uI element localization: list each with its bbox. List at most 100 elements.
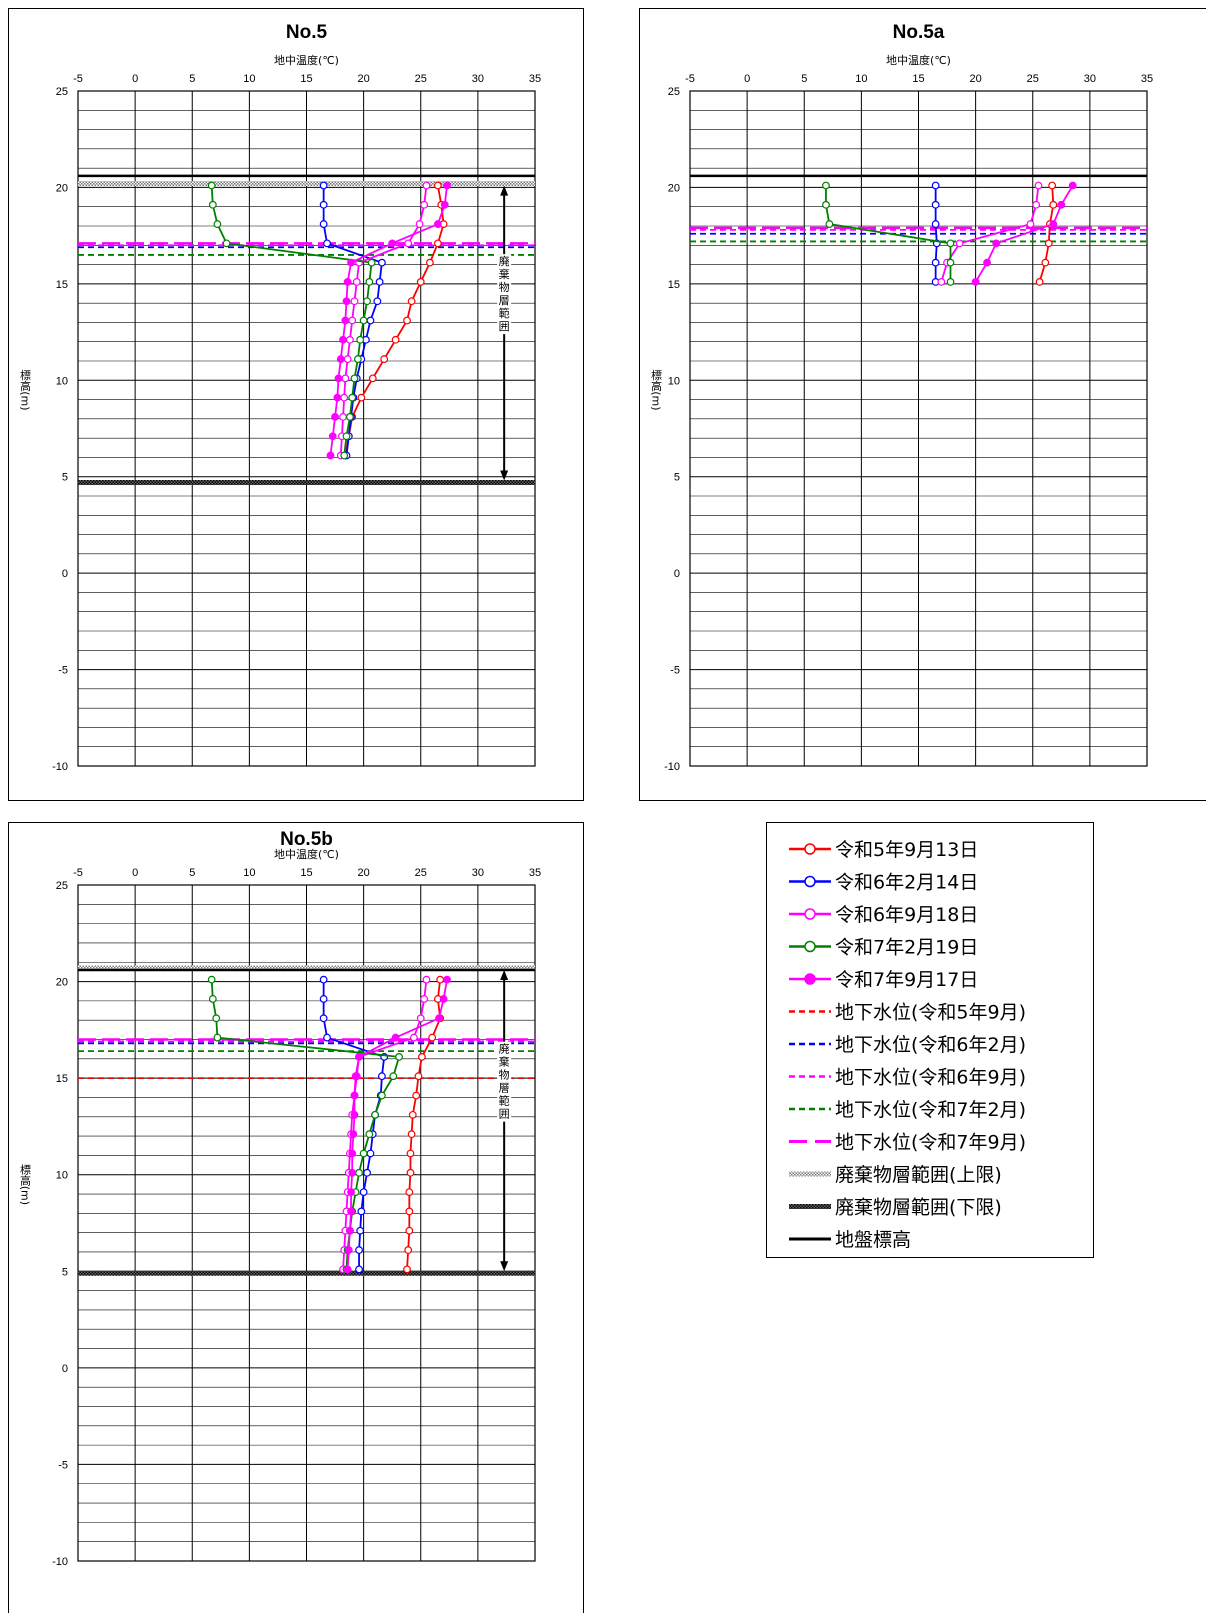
x-axis-label: 地中温度(℃) (274, 847, 339, 861)
data-point (350, 374, 359, 383)
y-tick-label: -10 (664, 761, 680, 773)
legend-marker (804, 843, 816, 855)
x-tick-label: 35 (1141, 73, 1153, 85)
data-point (435, 1014, 443, 1023)
data-point (356, 335, 365, 344)
y-tick-label: 15 (668, 279, 680, 291)
series-line (406, 979, 442, 1270)
series-line (934, 185, 938, 282)
data-point (822, 200, 830, 209)
data-point (346, 413, 354, 421)
series-line (342, 979, 428, 1270)
data-point (1049, 220, 1058, 228)
data-point (343, 355, 352, 363)
x-tick-label: 0 (132, 73, 138, 85)
data-point (355, 1168, 363, 1177)
legend-svg: 令和5年9月13日令和6年2月14日令和6年9月18日令和7年2月19日令和7年… (789, 839, 1026, 1251)
waste-range-label-char: 棄 (499, 1055, 510, 1069)
data-point (416, 278, 425, 286)
chart-legend: 令和5年9月13日 令和6年2月14日 令和6年9月18日 令和7年2月19日 令和7年… (766, 822, 1094, 1258)
legend-label: 令和6年9月18日 (835, 904, 978, 926)
data-point (343, 1265, 352, 1274)
x-tick-label: -5 (73, 73, 83, 85)
chart-panel-no5: No.5 地中温度(℃) 標高(m) -10 -5 0 5 10 15 20 25 -5 0 5 10 15 2… (8, 8, 584, 801)
data-point (420, 200, 429, 209)
data-point (946, 258, 955, 267)
data-point (443, 181, 451, 190)
y-tick-label: 0 (674, 568, 680, 580)
data-point (342, 432, 351, 441)
legend-marker (804, 875, 816, 888)
data-point (955, 239, 964, 248)
data-point (347, 1207, 355, 1216)
data-point (323, 1033, 331, 1042)
x-tick-label: 35 (529, 73, 541, 85)
legend-label: 地下水位(令和7年9月) (835, 1132, 1026, 1154)
data-point (326, 451, 335, 460)
legend-label: 地下水位(令和6年2月) (835, 1034, 1026, 1056)
y-tick-label: 0 (62, 568, 68, 580)
data-point (213, 220, 222, 228)
legend-label: 令和6年2月14日 (835, 872, 978, 894)
series-line (210, 979, 401, 1270)
data-point (363, 297, 371, 306)
data-point (416, 1014, 425, 1023)
data-point (971, 278, 980, 286)
data-point (422, 975, 431, 984)
x-tick-label: 15 (300, 867, 312, 879)
chart-title: No.5b (280, 829, 333, 850)
data-point (346, 1226, 354, 1235)
arrow-head-down (500, 1261, 509, 1272)
legend-hatch-dark (789, 1204, 831, 1209)
waste-range-label-char: 範 (499, 1094, 510, 1108)
data-point (412, 1091, 421, 1100)
series-line (346, 979, 448, 1270)
y-tick-label: 20 (668, 182, 680, 194)
waste-range-label-char: 廃 (499, 254, 510, 268)
x-tick-label: 30 (1084, 73, 1096, 85)
x-tick-label: 25 (415, 73, 427, 85)
data-point (339, 413, 347, 421)
data-point (371, 1110, 379, 1119)
waste-label-bg (497, 254, 512, 335)
y-tick-label: 10 (56, 375, 68, 387)
data-point (931, 200, 940, 209)
legend-label: 廃棄物層範囲(上限) (835, 1164, 1002, 1186)
data-point (422, 181, 431, 190)
data-point (378, 258, 386, 267)
data-point (1026, 220, 1035, 228)
waste-layer-lower-line (78, 1270, 535, 1276)
waste-range-label-char: 棄 (499, 267, 510, 281)
data-point (407, 1130, 416, 1139)
plot-frame (77, 90, 536, 767)
legend-label: 令和7年9月17日 (835, 969, 978, 991)
data-point (354, 355, 362, 363)
y-tick-label: 25 (56, 880, 68, 892)
data-point (825, 220, 834, 228)
data-point (319, 181, 328, 190)
waste-range-label-char: 物 (499, 280, 510, 294)
x-tick-label: 25 (415, 867, 427, 879)
data-point (992, 239, 1001, 248)
data-point (343, 278, 352, 286)
data-point (356, 1226, 365, 1235)
data-point (319, 1014, 328, 1023)
y-tick-label: -5 (670, 665, 680, 677)
x-tick-label: 20 (358, 73, 370, 85)
data-point (408, 1110, 417, 1119)
data-point (331, 413, 339, 421)
data-point (366, 1149, 375, 1158)
data-point (208, 200, 217, 209)
data-point (365, 278, 374, 286)
data-point (405, 1226, 414, 1235)
waste-range-label-char: 範 (499, 306, 510, 320)
data-point (367, 258, 376, 267)
data-point (340, 451, 349, 460)
legend-label: 地下水位(令和7年2月) (835, 1099, 1026, 1121)
data-point (391, 335, 400, 344)
data-point (403, 316, 411, 325)
y-axis-label: 標高(m) (19, 1162, 32, 1205)
data-point (931, 220, 940, 228)
x-tick-label: 20 (970, 73, 982, 85)
data-point (363, 1168, 371, 1177)
